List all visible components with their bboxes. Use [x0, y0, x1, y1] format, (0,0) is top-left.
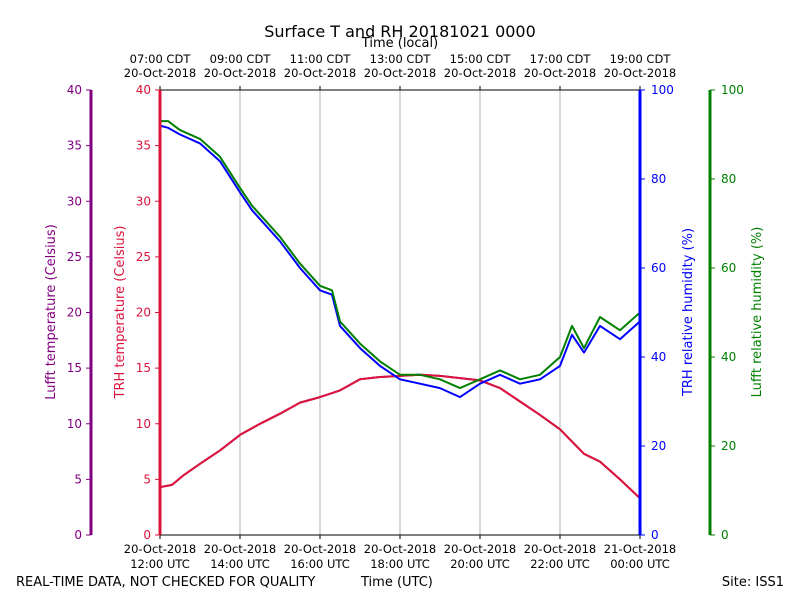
rh-tick-label: 20: [651, 439, 666, 453]
bottom-tick-time: 22:00 UTC: [530, 557, 590, 571]
temp-tick-label: 35: [67, 139, 82, 153]
temp-tick-label: 15: [67, 361, 82, 375]
top-tick-date: 20-Oct-2018: [204, 66, 276, 80]
bottom-tick-date: 20-Oct-2018: [124, 542, 196, 556]
top-tick-time: 19:00 CDT: [610, 52, 672, 66]
bottom-tick-time: 16:00 UTC: [290, 557, 350, 571]
trh-temp-axis-label: TRH temperature (Celsius): [113, 226, 128, 400]
rh-tick-label: 0: [721, 528, 729, 542]
rh-tick-label: 40: [651, 350, 666, 364]
bottom-tick-date: 20-Oct-2018: [364, 542, 436, 556]
temp-tick-label: 15: [136, 361, 151, 375]
top-tick-date: 20-Oct-2018: [524, 66, 596, 80]
rh-tick-label: 80: [651, 172, 666, 186]
bottom-tick-date: 21-Oct-2018: [604, 542, 676, 556]
top-tick-time: 07:00 CDT: [130, 52, 192, 66]
rh-tick-label: 0: [651, 528, 659, 542]
top-tick-time: 09:00 CDT: [210, 52, 272, 66]
lufft-temp-axis-label: Lufft temperature (Celsius): [44, 224, 59, 400]
rh-tick-label: 60: [721, 261, 736, 275]
rh-tick-label: 60: [651, 261, 666, 275]
x-axis-label: Time (UTC): [361, 575, 433, 590]
bottom-tick-time: 20:00 UTC: [450, 557, 510, 571]
temp-tick-label: 0: [143, 528, 151, 542]
temp-tick-label: 10: [136, 417, 151, 431]
series-line-trh-temperature: [159, 373, 641, 500]
rh-tick-label: 40: [721, 350, 736, 364]
temp-tick-label: 25: [67, 250, 82, 264]
left-axes: 0 5 10 15 20 25 30 35 40 0 5 10 15 20 25 30 35 40: [67, 83, 162, 542]
temp-tick-label: 10: [67, 417, 82, 431]
bottom-tick-time: 18:00 UTC: [370, 557, 430, 571]
bottom-tick-date: 20-Oct-2018: [524, 542, 596, 556]
temp-tick-label: 30: [67, 194, 82, 208]
footer-quality-note: REAL-TIME DATA, NOT CHECKED FOR QUALITY: [16, 575, 316, 590]
top-tick-time: 15:00 CDT: [450, 52, 512, 66]
series-group: [159, 120, 641, 500]
top-tick-time: 17:00 CDT: [530, 52, 592, 66]
bottom-tick-date: 20-Oct-2018: [204, 542, 276, 556]
bottom-tick-time: 00:00 UTC: [610, 557, 670, 571]
temp-tick-label: 40: [67, 83, 82, 97]
top-tick-time: 11:00 CDT: [290, 52, 352, 66]
temp-tick-label: 0: [74, 528, 82, 542]
bottom-tick-time: 14:00 UTC: [210, 557, 270, 571]
temp-tick-label: 5: [143, 472, 151, 486]
temp-tick-label: 5: [74, 472, 82, 486]
footer-site: Site: ISS1: [721, 575, 784, 590]
temp-tick-label: 20: [136, 306, 151, 320]
series-line-lufft-relative-humidity: [160, 120, 641, 390]
top-tick-date: 20-Oct-2018: [604, 66, 676, 80]
top-tick-date: 20-Oct-2018: [124, 66, 196, 80]
rh-tick-label: 100: [651, 83, 674, 97]
series-line-trh-relative-humidity: [159, 124, 641, 399]
bottom-tick-date: 20-Oct-2018: [444, 542, 516, 556]
rh-tick-label: 20: [721, 439, 736, 453]
bottom-tick-date: 20-Oct-2018: [284, 542, 356, 556]
top-tick-date: 20-Oct-2018: [364, 66, 436, 80]
top-tick-date: 20-Oct-2018: [284, 66, 356, 80]
temp-tick-label: 35: [136, 139, 151, 153]
bottom-tick-time: 12:00 UTC: [130, 557, 190, 571]
rh-tick-label: 100: [721, 83, 744, 97]
top-tick-date: 20-Oct-2018: [444, 66, 516, 80]
top-axis-label: Time (local): [361, 36, 438, 51]
grid-lines: [239, 90, 561, 535]
temp-tick-label: 40: [136, 83, 151, 97]
lufft-rh-axis-label: Lufft relative humidity (%): [750, 227, 765, 398]
right-axes: 0 20 40 60 80 100 0 20 40 60 80 100: [638, 83, 744, 542]
temp-tick-label: 25: [136, 250, 151, 264]
temp-tick-label: 30: [136, 194, 151, 208]
rh-tick-label: 80: [721, 172, 736, 186]
chart-title: Surface T and RH 20181021 0000: [264, 22, 536, 41]
top-tick-time: 13:00 CDT: [370, 52, 432, 66]
trh-rh-axis-label: TRH relative humidity (%): [681, 228, 696, 397]
temp-tick-label: 20: [67, 306, 82, 320]
